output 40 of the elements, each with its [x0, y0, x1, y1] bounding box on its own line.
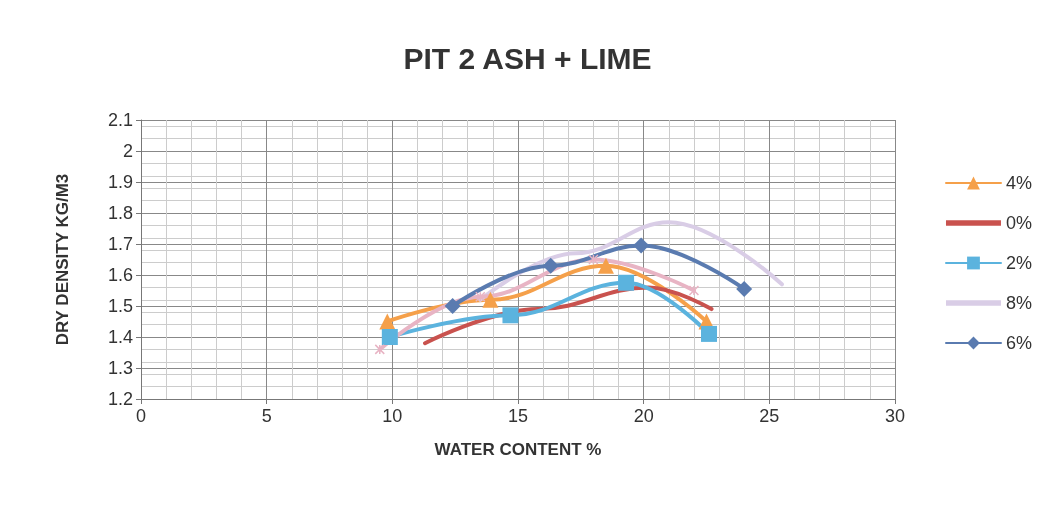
point — [475, 291, 486, 302]
y-axis-title: DRY DENSITY KG/M3 — [53, 173, 72, 346]
y-tick-label: 2 — [122, 141, 133, 161]
legend-label: 4% — [1005, 173, 1032, 193]
x-tick-label: 25 — [759, 406, 780, 426]
x-tick-label: 0 — [135, 406, 147, 426]
y-tick-label: 1.8 — [107, 203, 133, 223]
x-axis-title: WATER CONTENT % — [434, 440, 602, 459]
legend-label: 8% — [1005, 293, 1032, 313]
point — [379, 313, 396, 330]
y-tick-label: 1.3 — [107, 358, 133, 378]
point — [618, 274, 635, 291]
point — [633, 237, 650, 254]
y-tick-label: 1.9 — [107, 172, 133, 192]
point — [444, 298, 461, 314]
point — [381, 329, 398, 345]
y-tick-label: 1.6 — [107, 265, 133, 285]
legend-label: 2% — [1005, 253, 1032, 273]
y-tick-label: 1.2 — [107, 389, 133, 409]
legend-label: 0% — [1005, 213, 1032, 233]
legend-label: 6% — [1005, 333, 1032, 353]
chart-title: PIT 2 ASH + LIME — [403, 41, 652, 75]
x-tick-label: 20 — [633, 406, 654, 426]
point — [542, 257, 559, 274]
x-tick-label: 5 — [261, 406, 272, 426]
x-tick-label: 10 — [382, 406, 403, 426]
point — [502, 307, 519, 324]
y-tick-label: 1.7 — [107, 234, 133, 254]
point — [597, 257, 614, 274]
point — [588, 254, 599, 265]
point — [688, 285, 700, 296]
y-tick-label: 1.5 — [107, 296, 133, 316]
point — [736, 280, 753, 297]
x-tick-label: 15 — [507, 406, 529, 426]
point — [701, 325, 718, 342]
x-tick-label: 30 — [884, 406, 906, 426]
point — [374, 344, 386, 355]
y-tick-label: 2.1 — [107, 110, 133, 130]
y-tick-label: 1.4 — [107, 327, 133, 347]
point — [482, 291, 499, 308]
